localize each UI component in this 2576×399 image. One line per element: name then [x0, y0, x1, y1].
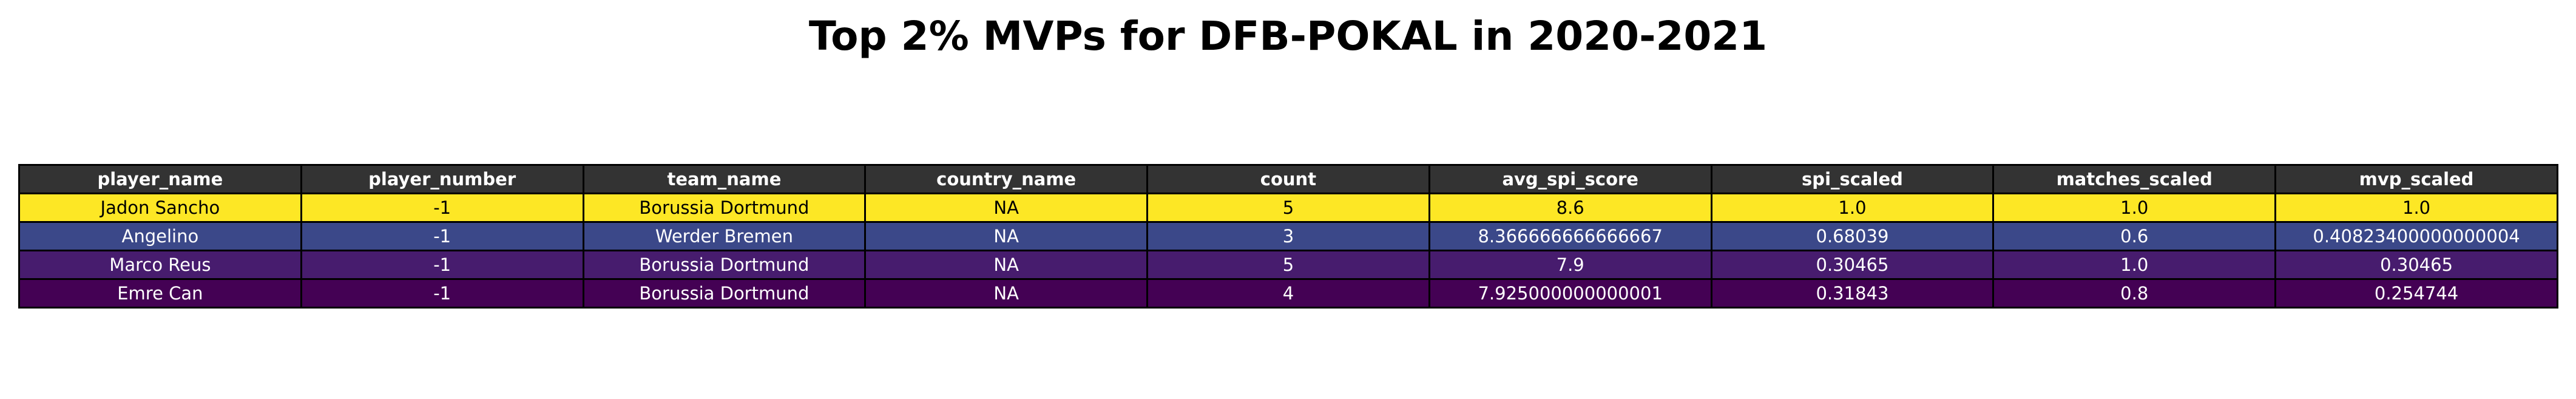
mvp-table-container: player_name player_number team_name country… — [18, 164, 2558, 309]
cell-count: 3 — [1146, 221, 1430, 251]
cell-matches-scaled: 1.0 — [1992, 193, 2277, 223]
cell-mvp-scaled: 0.40823400000000004 — [2274, 221, 2558, 251]
cell-country-name: NA — [864, 221, 1149, 251]
cell-spi-scaled: 0.31843 — [1710, 278, 1995, 309]
cell-count: 5 — [1146, 193, 1430, 223]
table-row: Marco Reus -1 Borussia Dortmund NA 5 7.9 0.304… — [18, 250, 2558, 280]
cell-matches-scaled: 0.8 — [1992, 278, 2277, 309]
cell-country-name: NA — [864, 250, 1149, 280]
cell-count: 4 — [1146, 278, 1430, 309]
cell-matches-scaled: 0.6 — [1992, 221, 2277, 251]
cell-spi-scaled: 0.30465 — [1710, 250, 1995, 280]
column-header-spi-scaled: spi_scaled — [1710, 164, 1995, 194]
cell-team-name: Werder Bremen — [582, 221, 867, 251]
cell-country-name: NA — [864, 278, 1149, 309]
cell-player-name: Jadon Sancho — [18, 193, 302, 223]
column-header-avg-spi-score: avg_spi_score — [1428, 164, 1712, 194]
cell-player-number: -1 — [300, 278, 584, 309]
cell-team-name: Borussia Dortmund — [582, 250, 867, 280]
column-header-count: count — [1146, 164, 1430, 194]
column-header-mvp-scaled: mvp_scaled — [2274, 164, 2558, 194]
table-body: Jadon Sancho -1 Borussia Dortmund NA 5 8.6 1.0… — [18, 193, 2558, 309]
cell-mvp-scaled: 1.0 — [2274, 193, 2558, 223]
cell-avg-spi-score: 8.6 — [1428, 193, 1712, 223]
cell-spi-scaled: 1.0 — [1710, 193, 1995, 223]
cell-country-name: NA — [864, 193, 1149, 223]
chart-title: Top 2% MVPs for DFB-POKAL in 2020-2021 — [808, 13, 1768, 60]
cell-player-name: Marco Reus — [18, 250, 302, 280]
cell-player-name: Angelino — [18, 221, 302, 251]
column-header-team-name: team_name — [582, 164, 867, 194]
header-row: player_name player_number team_name country… — [18, 164, 2558, 194]
cell-count: 5 — [1146, 250, 1430, 280]
cell-player-name: Emre Can — [18, 278, 302, 309]
cell-team-name: Borussia Dortmund — [582, 278, 867, 309]
table-row: Angelino -1 Werder Bremen NA 3 8.366666666666… — [18, 221, 2558, 251]
column-header-matches-scaled: matches_scaled — [1992, 164, 2277, 194]
cell-mvp-scaled: 0.254744 — [2274, 278, 2558, 309]
cell-player-number: -1 — [300, 250, 584, 280]
column-header-country-name: country_name — [864, 164, 1149, 194]
cell-avg-spi-score: 7.925000000000001 — [1428, 278, 1712, 309]
cell-matches-scaled: 1.0 — [1992, 250, 2277, 280]
cell-mvp-scaled: 0.30465 — [2274, 250, 2558, 280]
cell-spi-scaled: 0.68039 — [1710, 221, 1995, 251]
column-header-player-number: player_number — [300, 164, 584, 194]
table-row: Jadon Sancho -1 Borussia Dortmund NA 5 8.6 1.0… — [18, 193, 2558, 223]
cell-avg-spi-score: 7.9 — [1428, 250, 1712, 280]
mvp-table: player_name player_number team_name country… — [18, 164, 2558, 309]
cell-player-number: -1 — [300, 221, 584, 251]
cell-team-name: Borussia Dortmund — [582, 193, 867, 223]
cell-avg-spi-score: 8.366666666666667 — [1428, 221, 1712, 251]
table-row: Emre Can -1 Borussia Dortmund NA 4 7.92500000… — [18, 278, 2558, 309]
column-header-player-name: player_name — [18, 164, 302, 194]
cell-player-number: -1 — [300, 193, 584, 223]
